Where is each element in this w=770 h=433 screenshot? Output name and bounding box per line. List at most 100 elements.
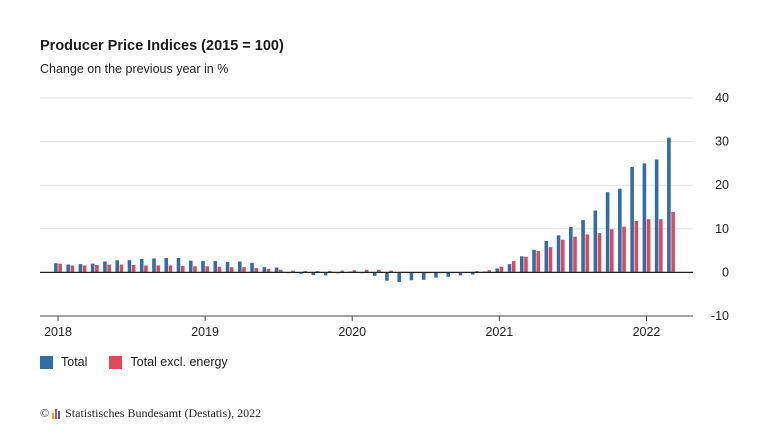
bar-total [507,264,512,273]
chart-title: Producer Price Indices (2015 = 100) [40,38,284,54]
bar-total [164,258,169,273]
bar-total [188,260,193,273]
y-tick-label: -10 [711,309,729,323]
bar-total-excl-energy [156,265,160,273]
chart-subtitle: Change on the previous year in % [40,62,229,76]
bar-total [409,272,414,281]
bar-total [139,258,144,273]
x-tick-label: 2022 [633,325,661,339]
bar-total-excl-energy [499,266,504,273]
bar-total-excl-energy [511,261,516,273]
bar-total [532,249,536,273]
x-tick-label: 2019 [191,325,219,339]
bar-total [66,264,70,273]
bar-total [630,166,634,273]
legend-swatch-total-excl-energy [109,355,123,369]
bar-total-excl-energy [254,268,259,273]
bar-total [262,267,267,273]
bar-total [446,272,451,277]
bar-total [127,260,132,273]
bar-total [103,261,107,273]
bar-total-excl-energy [291,270,295,273]
bar-total [238,261,242,273]
bar-total-excl-energy [131,264,136,273]
bar-total-excl-energy [560,239,565,273]
bar-total-excl-energy [144,265,148,273]
bar-total-excl-energy [389,270,393,273]
bar-total-excl-energy [585,234,590,273]
bar-total [556,235,561,273]
bar-total [667,137,671,273]
bar-total-excl-energy [58,263,62,273]
bar-total [176,258,181,273]
bar-total-excl-energy [180,265,185,273]
bar-total [519,256,524,273]
bar-total [323,272,328,276]
bar-total [581,220,585,273]
bar-total-excl-energy [377,269,381,273]
bar-total [54,263,58,273]
bar-total [642,163,647,273]
legend-item-total-excl-energy[interactable]: Total excl. energy [109,355,228,369]
bar-total-excl-energy [573,236,577,273]
chart-legend: Total Total excl. energy [40,355,228,369]
source-text: Statistisches Bundesamt (Destatis), 2022 [65,406,262,420]
bar-total-excl-energy [622,226,626,273]
legend-label-total: Total [61,355,88,369]
bar-total [78,264,83,273]
bar-total-excl-energy [646,219,651,273]
bar-total-excl-energy [597,233,602,273]
bar-total-excl-energy [278,269,283,273]
bar-total [225,261,230,273]
bar-total [470,272,475,275]
bar-total-excl-energy [536,251,541,273]
bar-total [299,272,303,274]
legend-label-total-excl-energy: Total excl. energy [130,355,228,369]
bar-total-excl-energy [168,265,173,273]
x-tick-label: 2018 [44,325,72,339]
x-tick-label: 2020 [338,325,366,339]
bar-total [152,258,156,273]
bar-total [372,272,377,276]
x-tick-label: 2021 [485,325,513,339]
bar-total [274,267,279,273]
bar-total [397,272,401,282]
y-tick-label: 30 [715,135,729,149]
bar-total-excl-energy [107,264,111,273]
bar-total [250,262,254,273]
bar-total-excl-energy [352,270,357,273]
y-tick-label: 20 [715,178,729,192]
bar-total-excl-energy [475,271,479,273]
bar-total [311,272,316,276]
bar-total-excl-energy [328,271,332,273]
bar-total-excl-energy [266,268,271,273]
bar-total-excl-energy [217,266,222,273]
bar-total [115,260,119,273]
source-note: © Statistisches Bundesamt (Destatis), 20… [40,406,261,421]
bar-total-excl-energy [70,265,75,273]
bar-total-excl-energy [303,271,308,273]
bar-total [90,263,95,273]
bar-total-excl-energy [95,264,99,273]
legend-item-total[interactable]: Total [40,355,87,369]
bar-total [618,188,622,273]
y-tick-label: 0 [722,265,729,279]
bar-total [593,210,598,273]
bar-total [495,268,500,273]
bar-total-excl-energy [364,269,369,273]
bar-total-excl-energy [610,229,614,273]
y-tick-label: 40 [715,91,729,105]
bar-total-excl-energy [229,267,234,273]
bar-total [544,241,549,273]
bar-total [434,272,438,278]
bar-total-excl-energy [659,219,663,273]
bar-total [605,192,610,273]
bar-total-excl-energy [315,271,320,273]
bar-total-excl-energy [82,265,87,273]
bar-total-excl-energy [548,247,553,273]
destatis-logo-icon [52,408,61,419]
bar-total-excl-energy [634,220,639,273]
bar-total-excl-energy [671,211,675,273]
bar-total-excl-energy [193,266,197,273]
